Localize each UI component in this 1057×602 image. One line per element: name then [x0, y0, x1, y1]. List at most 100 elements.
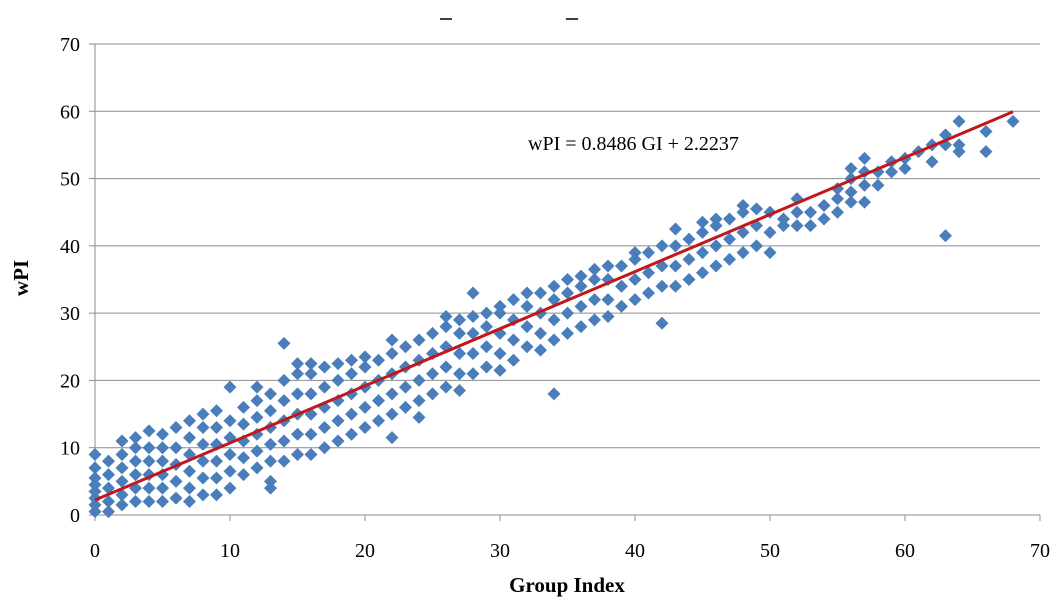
data-point [115, 474, 129, 488]
data-point [210, 471, 223, 485]
data-point [655, 316, 669, 330]
data-point [88, 505, 102, 519]
gridlines [95, 43, 1040, 449]
data-point [412, 394, 426, 408]
data-point [480, 340, 493, 354]
data-point [439, 310, 453, 324]
data-point [453, 347, 466, 361]
data-point [493, 299, 507, 313]
x-tick-label: 30 [490, 540, 510, 562]
x-tick-label: 70 [1030, 540, 1050, 562]
data-point [871, 178, 885, 192]
data-point [210, 404, 223, 418]
data-point [588, 273, 601, 286]
data-point [736, 246, 750, 260]
data-point [291, 367, 304, 381]
data-point [385, 431, 399, 445]
data-point [723, 232, 736, 246]
data-point [736, 205, 750, 219]
data-point [237, 468, 250, 482]
data-point [129, 431, 142, 445]
data-point [831, 205, 844, 219]
data-point [412, 410, 426, 424]
data-point [628, 246, 642, 260]
data-point [156, 427, 169, 441]
data-point [250, 380, 264, 394]
data-point [331, 373, 345, 387]
data-point [696, 246, 709, 260]
data-point [696, 225, 709, 239]
data-point [520, 320, 534, 334]
data-point [750, 239, 763, 253]
data-point [318, 421, 331, 435]
x-tick-label: 40 [625, 540, 645, 562]
data-point [223, 481, 237, 495]
y-tick-label: 20 [60, 370, 80, 392]
data-point [1006, 114, 1020, 128]
data-point [750, 202, 763, 216]
data-point [426, 387, 439, 401]
data-point [763, 225, 777, 239]
data-point [196, 407, 210, 421]
data-point [169, 491, 183, 505]
data-point [763, 246, 777, 260]
data-point [669, 222, 682, 236]
data-point [102, 454, 115, 468]
data-point [129, 441, 142, 455]
data-point [520, 299, 534, 313]
data-point [88, 478, 102, 492]
data-point [480, 360, 493, 374]
x-tick-label: 60 [895, 540, 915, 562]
data-point [520, 286, 534, 300]
data-point [196, 488, 210, 502]
data-point [196, 471, 210, 485]
y-tick-label: 60 [60, 101, 80, 123]
data-point [655, 239, 669, 253]
data-point [115, 447, 129, 461]
data-point [142, 481, 156, 495]
data-point [129, 468, 142, 482]
data-point [453, 384, 466, 398]
data-point [547, 333, 561, 347]
data-point [291, 427, 304, 441]
data-point [628, 273, 642, 286]
data-point [561, 273, 574, 286]
data-point [574, 269, 588, 283]
data-point [574, 299, 588, 313]
y-tick-label: 10 [60, 438, 80, 460]
data-point [858, 195, 871, 209]
data-point [304, 357, 318, 371]
data-point [601, 259, 615, 273]
data-point [156, 495, 169, 509]
data-point [844, 185, 858, 199]
data-point [804, 205, 817, 219]
data-point [88, 461, 102, 475]
data-point [952, 138, 966, 152]
data-points [88, 114, 1020, 519]
data-point [372, 414, 385, 428]
y-tick-label: 50 [60, 169, 80, 191]
data-point [183, 481, 196, 495]
data-point [223, 447, 237, 461]
data-point [682, 232, 696, 246]
data-point [196, 454, 210, 468]
data-point [277, 454, 291, 468]
data-point [466, 326, 480, 340]
data-point [331, 434, 345, 448]
data-point [588, 262, 601, 276]
data-point [210, 421, 223, 435]
data-point [304, 447, 318, 461]
data-point [493, 306, 507, 320]
data-point [507, 293, 520, 307]
data-point [115, 498, 129, 512]
data-point [304, 367, 318, 381]
data-point [88, 447, 102, 461]
data-point [142, 454, 156, 468]
data-point [129, 495, 142, 509]
data-point [277, 394, 291, 408]
data-point [277, 336, 291, 350]
data-point [210, 454, 223, 468]
data-point [169, 441, 183, 455]
data-point [979, 124, 993, 138]
